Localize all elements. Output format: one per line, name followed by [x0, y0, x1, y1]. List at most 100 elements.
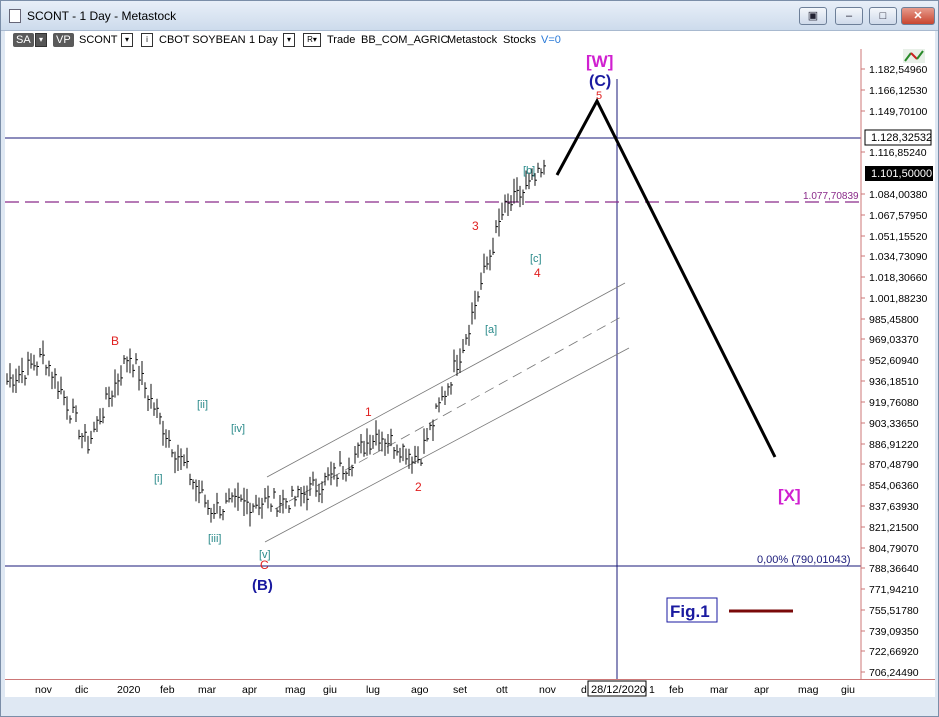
price-tick-label: 854,06360: [869, 480, 919, 492]
wave-b-label[interactable]: B: [111, 334, 119, 348]
crosshair-price-box: [864, 129, 932, 146]
wave-w-label[interactable]: [W]: [586, 52, 613, 71]
price-tick-label: 969,03370: [869, 334, 919, 346]
info-icon[interactable]: i: [141, 33, 153, 47]
price-tick-label: 870,48790: [869, 459, 919, 471]
price-tick-label: 771,94210: [869, 584, 919, 596]
price-tick-label: 936,18510: [869, 376, 919, 388]
price-tick-label: 1.051,15520: [869, 231, 928, 243]
time-tick-label: lug: [366, 684, 380, 696]
time-tick-label: mag: [285, 684, 306, 696]
time-tick-label: feb: [160, 684, 175, 696]
wave-1-label[interactable]: 1: [365, 405, 372, 419]
price-tick-label: 919,76080: [869, 397, 919, 409]
r-button[interactable]: R▾: [303, 33, 321, 47]
trade-label: Trade: [327, 34, 356, 46]
price-chart[interactable]: 1.182,54960 1.166,12530 1.149,70100 1.116,8…: [5, 49, 935, 679]
price-tick-label: 739,09350: [869, 626, 919, 638]
time-tick-label: ott: [496, 684, 508, 696]
time-tick-label: feb: [669, 684, 684, 696]
vp-button[interactable]: VP: [53, 33, 74, 47]
candlestick-series: [6, 159, 546, 527]
price-tick-label: 1.182,54960: [869, 64, 928, 76]
maximize-button[interactable]: □: [869, 7, 897, 25]
fig-label-box: [666, 597, 718, 623]
wave-iv-label[interactable]: [iv]: [231, 423, 245, 435]
price-tick-label: 837,63930: [869, 501, 919, 513]
crosshair-price-value: 1.128,32532: [871, 132, 932, 144]
price-axis-ticks: 1.182,54960 1.166,12530 1.149,70100 1.116,8…: [861, 64, 928, 679]
chart-canvas[interactable]: 1.182,54960 1.166,12530 1.149,70100 1.116,8…: [5, 49, 935, 679]
volume-label: V=0: [541, 34, 561, 46]
type-label: Stocks: [503, 34, 537, 46]
instrument-name: CBOT SOYBEAN: [159, 34, 246, 46]
channel-upper-line[interactable]: [266, 282, 626, 478]
fig-label: Fig.1: [670, 602, 710, 621]
time-tick-label: mag: [798, 684, 819, 696]
price-tick-label: 985,45800: [869, 314, 919, 326]
sa-dropdown-icon[interactable]: ▾: [35, 33, 47, 47]
time-tick-label: nov: [539, 684, 557, 696]
chart-toolbar: SA ▾ VP SCONT ▾ i CBOT SOYBEAN 1 Day ▾ R…: [5, 31, 935, 49]
wave-b-major-label[interactable]: (B): [252, 577, 273, 594]
price-tick-label: 886,91220: [869, 439, 919, 451]
projection-path[interactable]: [555, 97, 777, 458]
chart-tools-icon[interactable]: [903, 49, 925, 63]
period-dropdown-icon[interactable]: ▾: [283, 33, 295, 47]
minimize-button[interactable]: –: [835, 7, 863, 25]
price-tick-label: 1.084,00380: [869, 189, 928, 201]
wave-a-label[interactable]: [a]: [485, 324, 497, 336]
price-tick-label: 821,21500: [869, 522, 919, 534]
symbol-dropdown-icon[interactable]: ▾: [121, 33, 133, 47]
time-tick-label: mar: [710, 684, 729, 696]
document-icon: [9, 9, 21, 23]
last-price-box: [865, 166, 933, 181]
price-tick-label: 1.067,57950: [869, 210, 928, 222]
wave-i-label[interactable]: [i]: [154, 473, 163, 485]
title-bar[interactable]: SCONT - 1 Day - Metastock ▣ – □ ✕: [1, 1, 938, 31]
price-tick-label: 706,24490: [869, 667, 919, 679]
price-tick-label: 1.116,85240: [869, 147, 927, 159]
wave-v-label[interactable]: [v]: [259, 549, 271, 561]
price-tick-label: 722,66920: [869, 646, 919, 658]
wave-x-label[interactable]: [X]: [778, 486, 801, 505]
price-tick-label: 1.018,30660: [869, 272, 928, 284]
channel-lower-line[interactable]: [264, 347, 630, 543]
wave-c-label[interactable]: C: [260, 558, 269, 572]
close-button[interactable]: ✕: [901, 7, 935, 25]
restore-all-button[interactable]: ▣: [799, 7, 827, 25]
source-label: BB_COM_AGRIC: [361, 34, 449, 46]
time-tick-label: nov: [35, 684, 53, 696]
wave-c-small-label[interactable]: [c]: [530, 253, 542, 265]
price-tick-label: 1.034,73090: [869, 251, 928, 263]
time-tick-label: apr: [242, 684, 258, 696]
wave-b-small-label[interactable]: [b]: [523, 165, 535, 177]
symbol-label: SCONT: [79, 34, 118, 46]
wave-4-label[interactable]: 4: [534, 266, 541, 280]
wave-ii-label[interactable]: [ii]: [197, 399, 208, 411]
period-label: 1 Day: [249, 34, 278, 46]
window-title: SCONT - 1 Day - Metastock: [27, 9, 177, 23]
price-tick-label: 804,79070: [869, 543, 919, 555]
time-tick-label: giu: [841, 684, 855, 696]
wave-3-label[interactable]: 3: [472, 219, 479, 233]
wave-2-label[interactable]: 2: [415, 480, 422, 494]
time-axis-canvas: 28/12/2020 nov dic 2020 feb mar apr mag giu lug a…: [35, 680, 855, 697]
wave-iii-label[interactable]: [iii]: [208, 533, 221, 545]
wave-five-label[interactable]: 5: [596, 90, 602, 102]
channel-mid-line[interactable]: [274, 316, 622, 510]
sa-button[interactable]: SA: [13, 33, 34, 47]
time-tick-label: d: [581, 684, 587, 696]
bottom-bar: [5, 697, 935, 713]
r-label: R: [307, 35, 313, 44]
price-tick-label: 788,36640: [869, 563, 919, 575]
time-axis[interactable]: 28/12/2020 nov dic 2020 feb mar apr mag giu lug a…: [5, 679, 935, 697]
time-tick-label: ago: [411, 684, 429, 696]
fib-zero-value: 0,00% (790,01043): [757, 554, 851, 566]
time-tick-label: giu: [323, 684, 337, 696]
price-tick-label: 755,51780: [869, 605, 919, 617]
wave-c-major-label[interactable]: (C): [589, 73, 611, 90]
cursor-date-value: 28/12/2020: [591, 684, 646, 696]
time-tick-label: dic: [75, 684, 88, 696]
